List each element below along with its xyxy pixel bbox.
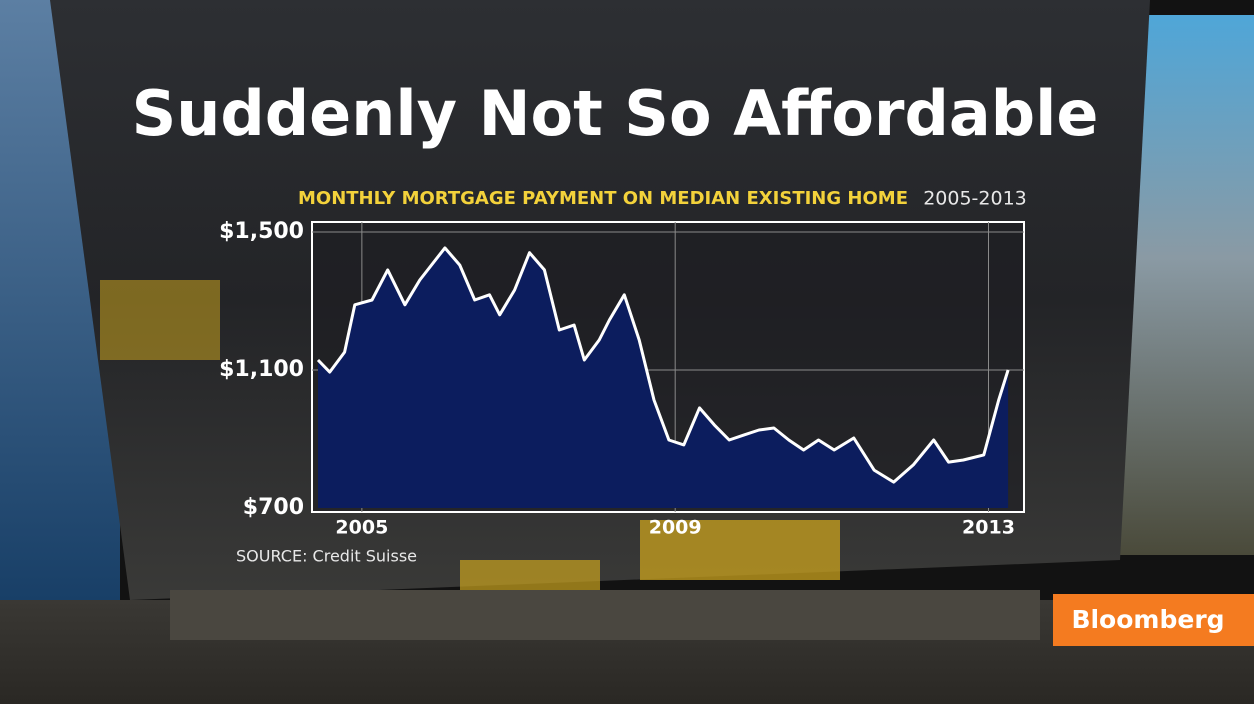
area-line (316, 246, 1010, 484)
y-tick-label: $700 (243, 495, 304, 520)
brand-box (1053, 594, 1254, 646)
area-fill (318, 247, 1009, 508)
taxi-left (100, 280, 220, 360)
chart-subtitle: MONTHLY MORTGAGE PAYMENT ON MEDIAN EXIST… (298, 188, 908, 209)
chart-source: SOURCE: Credit Suisse (236, 547, 417, 566)
x-tick-label: 2013 (962, 517, 1015, 539)
chart-title: Suddenly Not So Affordable (132, 77, 1099, 150)
brand-logo: Bloomberg (1071, 605, 1224, 634)
y-tick-label: $1,100 (219, 357, 304, 382)
desk (170, 590, 1040, 640)
y-tick-label: $1,500 (219, 219, 304, 244)
taxi-bottom-2 (460, 560, 600, 590)
x-tick-label: 2009 (649, 517, 702, 539)
plot: $700 $1,100 $1,500 2005 2009 2013 (219, 219, 1024, 539)
taxi-bottom (640, 520, 840, 580)
x-tick-label: 2005 (335, 517, 388, 539)
chart-period: 2005-2013 (923, 188, 1027, 210)
